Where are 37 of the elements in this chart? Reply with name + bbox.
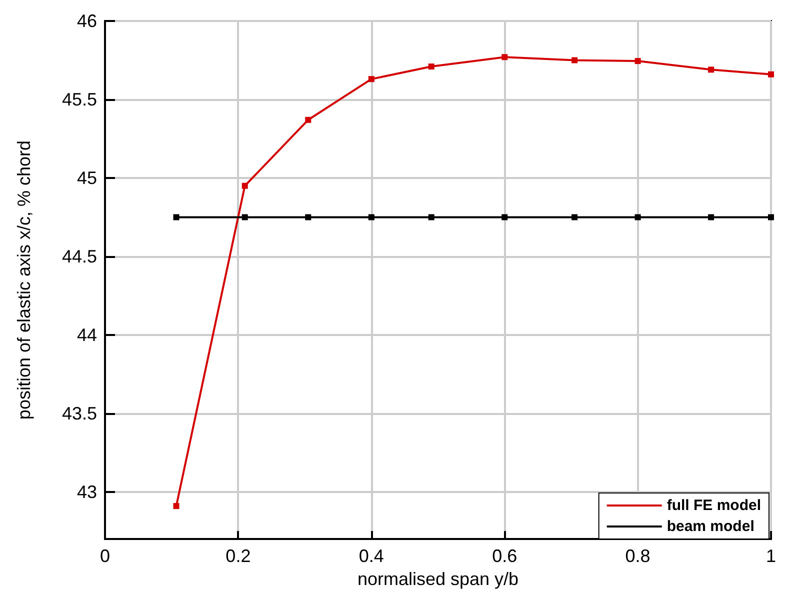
x-tick-label: 0.6 [492, 546, 518, 566]
point [634, 214, 641, 220]
point [242, 214, 248, 220]
y-axis-title: position of elastic axis x/c, % chord [14, 140, 34, 420]
point [428, 64, 434, 70]
point [368, 76, 374, 82]
y-tick-label: 46 [76, 11, 97, 31]
point [173, 503, 180, 510]
y-tick-label: 44.5 [62, 246, 97, 266]
y-tick-label: 45.5 [62, 89, 97, 110]
point [305, 116, 312, 123]
y-tick-label: 44 [76, 324, 97, 345]
y-tick-label: 43.5 [62, 403, 97, 424]
point [242, 182, 248, 189]
x-tick-label: 0.4 [358, 546, 384, 566]
legend-label: beam model [666, 518, 754, 535]
legend-label: full FE model [666, 497, 762, 514]
x-tick-label: 0 [100, 546, 110, 566]
point [173, 214, 180, 220]
point [708, 214, 714, 220]
x-tick-label: 0.2 [226, 546, 251, 566]
point [634, 58, 641, 64]
point [572, 57, 578, 64]
point [368, 214, 374, 220]
y-tick-label: 43 [76, 482, 97, 502]
point [428, 214, 434, 220]
point [502, 54, 508, 60]
point [768, 214, 774, 220]
point [768, 71, 774, 78]
x-axis-title: normalised span y/b [357, 568, 519, 589]
point [502, 214, 508, 220]
point [708, 66, 714, 73]
point [572, 214, 578, 220]
y-tick-label: 45 [76, 168, 97, 188]
x-tick-label: 0.8 [625, 546, 650, 566]
x-tick-label: 1 [766, 546, 776, 566]
point [305, 214, 312, 220]
